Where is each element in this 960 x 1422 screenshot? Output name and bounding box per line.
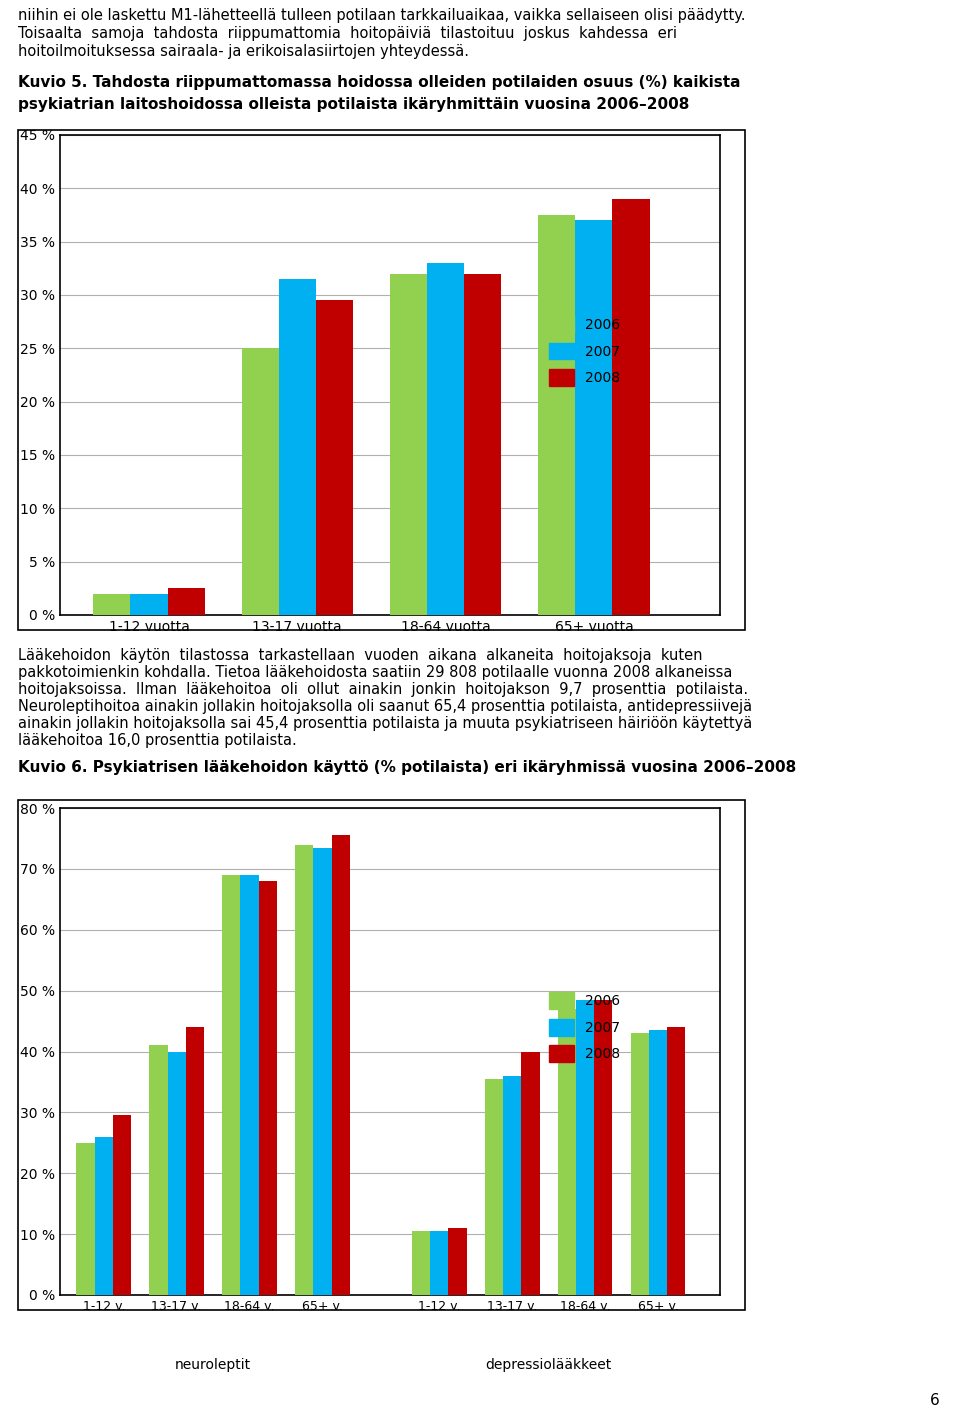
Text: depressiolääkkeet: depressiolääkkeet — [486, 1358, 612, 1372]
Bar — [77, 1143, 95, 1295]
Bar — [316, 300, 353, 614]
Bar — [186, 1027, 204, 1295]
Bar — [93, 593, 131, 614]
Text: Toisaalta  samoja  tahdosta  riippumattomia  hoitopäiviä  tilastoituu  joskus  k: Toisaalta samoja tahdosta riippumattomia… — [18, 26, 677, 41]
Text: Neuroleptihoitoa ainakin jollakin hoitojaksolla oli saanut 65,4 prosenttia potil: Neuroleptihoitoa ainakin jollakin hoitoj… — [18, 700, 752, 714]
Bar — [485, 1079, 503, 1295]
Bar — [313, 848, 331, 1295]
Bar — [113, 1115, 132, 1295]
Text: Kuvio 5. Tahdosta riippumattomassa hoidossa olleiden potilaiden osuus (%) kaikis: Kuvio 5. Tahdosta riippumattomassa hoido… — [18, 75, 740, 90]
Text: hoitojaksoissa.  Ilman  lääkehoitoa  oli  ollut  ainakin  jonkin  hoitojakson  9: hoitojaksoissa. Ilman lääkehoitoa oli ol… — [18, 683, 748, 697]
Bar — [521, 1051, 540, 1295]
Bar — [331, 835, 349, 1295]
Bar — [612, 199, 650, 614]
Bar — [539, 215, 575, 614]
Bar — [242, 348, 278, 614]
Bar — [390, 273, 427, 614]
Bar — [278, 279, 316, 614]
Bar — [150, 1045, 168, 1295]
Bar — [631, 1034, 649, 1295]
Bar — [95, 1136, 113, 1295]
Text: Kuvio 6. Psykiatrisen lääkehoidon käyttö (% potilaista) eri ikäryhmissä vuosina : Kuvio 6. Psykiatrisen lääkehoidon käyttö… — [18, 759, 796, 775]
Bar — [464, 273, 501, 614]
Bar — [412, 1231, 430, 1295]
Bar — [168, 589, 204, 614]
Bar — [667, 1027, 685, 1295]
Bar — [575, 220, 612, 614]
Bar — [427, 263, 464, 614]
Bar — [576, 1000, 594, 1295]
Legend: 2006, 2007, 2008: 2006, 2007, 2008 — [549, 316, 620, 387]
Text: pakkotoimienkin kohdalla. Tietoa lääkehoidosta saatiin 29 808 potilaalle vuonna : pakkotoimienkin kohdalla. Tietoa lääkeho… — [18, 665, 732, 680]
Legend: 2006, 2007, 2008: 2006, 2007, 2008 — [549, 993, 620, 1062]
Text: psykiatrian laitoshoidossa olleista potilaista ikäryhmittäin vuosina 2006–2008: psykiatrian laitoshoidossa olleista poti… — [18, 97, 689, 112]
Bar — [448, 1229, 467, 1295]
Bar — [649, 1030, 667, 1295]
Bar — [295, 845, 313, 1295]
Bar — [430, 1231, 448, 1295]
Text: 6: 6 — [930, 1394, 940, 1408]
Bar — [259, 882, 277, 1295]
Text: Lääkehoidon  käytön  tilastossa  tarkastellaan  vuoden  aikana  alkaneita  hoito: Lääkehoidon käytön tilastossa tarkastell… — [18, 648, 703, 663]
Text: hoitoilmoituksessa sairaala- ja erikoisalasiirtojen yhteydessä.: hoitoilmoituksessa sairaala- ja erikoisa… — [18, 44, 469, 58]
Text: lääkehoitoa 16,0 prosenttia potilaista.: lääkehoitoa 16,0 prosenttia potilaista. — [18, 732, 297, 748]
Bar — [168, 1051, 186, 1295]
Bar — [223, 875, 241, 1295]
Text: niihin ei ole laskettu M1-lähetteellä tulleen potilaan tarkkailuaikaa, vaikka se: niihin ei ole laskettu M1-lähetteellä tu… — [18, 9, 746, 23]
Bar — [558, 1008, 576, 1295]
Bar — [131, 593, 168, 614]
Bar — [503, 1076, 521, 1295]
Bar — [241, 875, 259, 1295]
Text: ainakin jollakin hoitojaksolla sai 45,4 prosenttia potilaista ja muuta psykiatri: ainakin jollakin hoitojaksolla sai 45,4 … — [18, 717, 753, 731]
Text: neuroleptit: neuroleptit — [175, 1358, 252, 1372]
Bar — [594, 1000, 612, 1295]
